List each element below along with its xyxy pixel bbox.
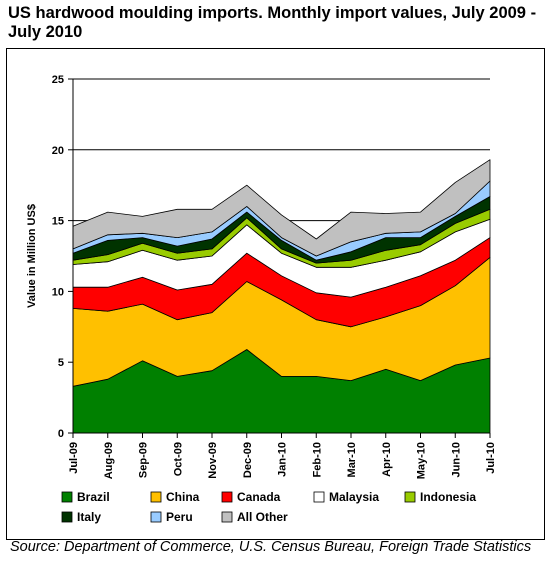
- stacked-area-chart: 0 5 10 15 20 25 Value in Million US$ Jul-09 Aug-…: [26, 74, 497, 524]
- x-tick-label-jul-10: Jul-10: [485, 442, 497, 474]
- y-tick-label-20: 20: [52, 145, 64, 157]
- x-tick-label-aug-09: Aug-09: [103, 442, 115, 479]
- legend-label-canada: Canada: [237, 490, 281, 504]
- x-tick-label-jul-09: Jul-09: [68, 442, 80, 474]
- legend-label-indonesia: Indonesia: [420, 490, 476, 504]
- x-tick-label-mar-10: Mar-10: [346, 442, 358, 477]
- y-tick-label-0: 0: [58, 428, 64, 440]
- x-tick-label-jan-10: Jan-10: [277, 442, 289, 477]
- legend-label-china: China: [166, 490, 200, 504]
- y-tick-label-5: 5: [58, 357, 64, 369]
- chart-frame: 0 5 10 15 20 25 Value in Million US$ Jul-09 Aug-…: [6, 48, 545, 540]
- y-tick-label-15: 15: [52, 216, 64, 228]
- y-tick-label-25: 25: [52, 74, 64, 86]
- x-tick-label-feb-10: Feb-10: [311, 442, 323, 477]
- legend-swatch-peru: [150, 511, 162, 523]
- legend-label-italy: Italy: [77, 510, 101, 524]
- x-tick-label-nov-09: Nov-09: [207, 442, 219, 479]
- chart-title: US hardwood moulding imports. Monthly im…: [8, 4, 537, 41]
- legend-label-all-other: All Other: [237, 510, 288, 524]
- area-all-other: [72, 159, 491, 257]
- legend-label-brazil: Brazil: [77, 490, 110, 504]
- x-tick-label-jun-10: Jun-10: [450, 442, 462, 477]
- legend-swatch-brazil: [61, 491, 73, 503]
- legend-swatch-italy: [61, 511, 73, 523]
- x-tick-label-dec-09: Dec-09: [242, 442, 254, 478]
- source-note: Source: Department of Commerce, U.S. Cen…: [10, 539, 532, 555]
- legend-swatch-malaysia: [313, 491, 325, 503]
- x-tick-label-oct-09: Oct-09: [172, 442, 184, 476]
- x-tick-label-may-10: May-10: [416, 442, 428, 479]
- y-axis-label: Value in Million US$: [26, 204, 38, 308]
- y-tick-label-10: 10: [52, 286, 64, 298]
- legend-label-peru: Peru: [166, 510, 193, 524]
- legend-swatch-china: [150, 491, 162, 503]
- legend-swatch-canada: [221, 491, 233, 503]
- legend-swatch-all-other: [221, 511, 233, 523]
- x-tick-label-apr-10: Apr-10: [381, 442, 393, 477]
- x-tick-label-sep-09: Sep-09: [138, 442, 150, 478]
- legend-label-malaysia: Malaysia: [329, 490, 379, 504]
- legend-swatch-indonesia: [404, 491, 416, 503]
